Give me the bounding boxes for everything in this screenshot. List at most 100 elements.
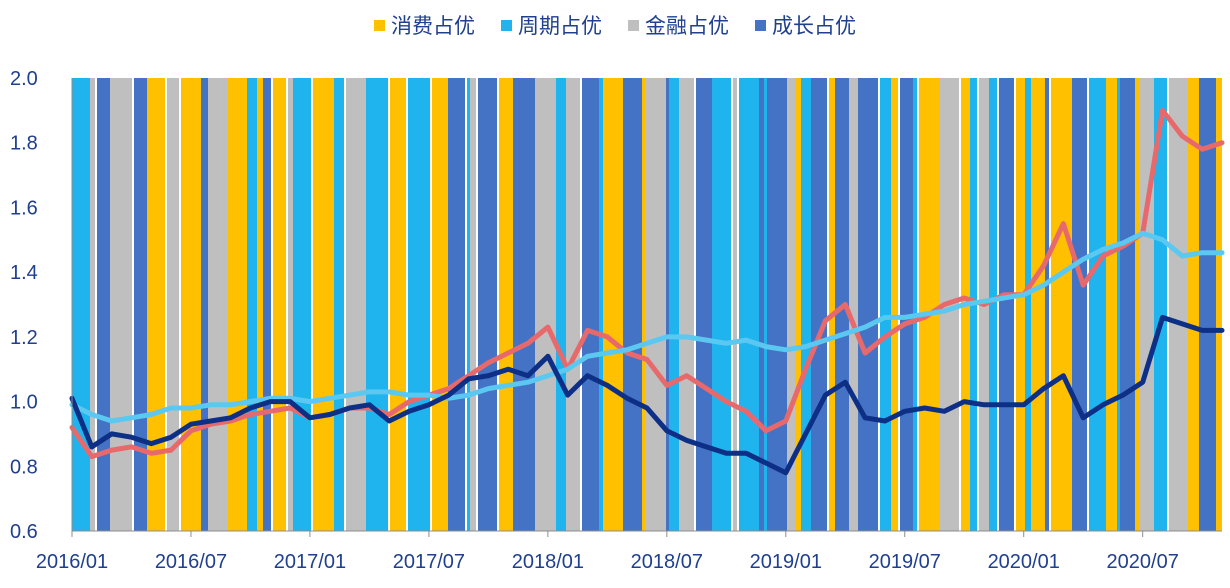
regime-band xyxy=(1199,78,1216,531)
band-gap xyxy=(476,78,478,531)
regime-band xyxy=(181,78,201,531)
legend-swatch xyxy=(628,19,639,31)
legend-swatch xyxy=(374,19,385,31)
regime-band xyxy=(247,78,257,531)
band-gap xyxy=(917,78,919,531)
regime-band xyxy=(1188,78,1199,531)
regime-band xyxy=(787,78,795,531)
y-tick-label: 0.6 xyxy=(10,521,38,543)
legend-item-growth: 成长占优 xyxy=(755,10,856,40)
x-tick-label: 2017/07 xyxy=(393,551,465,573)
regime-band xyxy=(1139,78,1154,531)
axes xyxy=(71,78,1222,537)
regime-band xyxy=(334,78,344,531)
legend-label: 成长占优 xyxy=(772,14,856,38)
regime-band xyxy=(208,78,228,531)
regime-band xyxy=(1117,78,1120,531)
regime-band xyxy=(134,78,147,531)
legend-item-cyclical: 周期占优 xyxy=(501,10,602,40)
regime-band xyxy=(288,78,293,531)
band-gap xyxy=(132,78,134,531)
band-gap xyxy=(898,78,900,531)
regime-band xyxy=(1221,78,1222,531)
regime-band xyxy=(432,78,448,531)
band-gap xyxy=(694,78,696,531)
regime-band xyxy=(366,78,388,531)
regime-band xyxy=(535,78,556,531)
regime-band xyxy=(147,78,165,531)
regime-band xyxy=(849,78,858,531)
y-tick-label: 1.8 xyxy=(10,133,38,155)
regime-band xyxy=(582,78,599,531)
regime-band xyxy=(228,78,247,531)
x-tick-label: 2019/01 xyxy=(750,551,822,573)
regime-band xyxy=(1169,78,1188,531)
band-gap xyxy=(1167,78,1169,531)
regime-band xyxy=(801,78,811,531)
band-gap xyxy=(344,78,346,531)
regime-band xyxy=(513,78,535,531)
regime-band xyxy=(1051,78,1072,531)
regime-band xyxy=(645,78,666,531)
regime-band xyxy=(97,78,110,531)
y-tick-label: 1.6 xyxy=(10,197,38,219)
regime-band xyxy=(467,78,470,531)
y-tick-labels: 0.6 0.8 1.0 1.2 1.4 1.6 1.8 2.0 xyxy=(10,68,38,543)
regime-band xyxy=(263,78,271,531)
regime-band xyxy=(273,78,286,531)
band-gap xyxy=(406,78,408,531)
regime-band xyxy=(764,78,767,531)
x-tick-label: 2016/07 xyxy=(155,551,227,573)
regime-band xyxy=(293,78,311,531)
x-tick-label: 2017/01 xyxy=(274,551,346,573)
band-gap xyxy=(179,78,181,531)
legend-label: 金融占优 xyxy=(645,14,729,38)
regime-band xyxy=(110,78,132,531)
regime-band xyxy=(470,78,476,531)
series-lines xyxy=(69,107,1225,476)
band-gap xyxy=(1014,78,1016,531)
series-line-2 xyxy=(69,314,1225,476)
band-gap xyxy=(95,78,97,531)
legend: 消费占优 周期占优 金融占优 成长占优 xyxy=(0,10,1230,40)
regime-band xyxy=(1016,78,1025,531)
series-line-0 xyxy=(69,107,1225,460)
regime-band xyxy=(478,78,497,531)
regime-band xyxy=(1154,78,1167,531)
legend-swatch xyxy=(755,19,766,31)
regime-band xyxy=(999,78,1014,531)
regime-band xyxy=(795,78,801,531)
x-tick-label: 2020/01 xyxy=(988,551,1060,573)
regime-band xyxy=(603,78,623,531)
regime-band xyxy=(919,78,940,531)
regime-bands xyxy=(72,78,1222,531)
regime-band xyxy=(448,78,465,531)
regime-band xyxy=(201,78,208,531)
legend-label: 消费占优 xyxy=(391,14,475,38)
regime-band xyxy=(623,78,642,531)
regime-band xyxy=(72,78,90,531)
band-gap xyxy=(827,78,829,531)
y-tick-label: 1.4 xyxy=(10,262,38,284)
band-gap xyxy=(165,78,167,531)
regime-band xyxy=(346,78,366,531)
y-tick-label: 1.0 xyxy=(10,392,38,414)
legend-label: 周期占优 xyxy=(518,14,602,38)
band-gap xyxy=(311,78,313,531)
band-gap xyxy=(497,78,499,531)
y-tick-label: 2.0 xyxy=(10,68,38,90)
y-tick-label: 0.8 xyxy=(10,456,38,478)
regime-band xyxy=(167,78,179,531)
regime-band xyxy=(599,78,603,531)
regime-band xyxy=(696,78,712,531)
band-gap xyxy=(465,78,467,531)
band-gap xyxy=(388,78,390,531)
regime-band xyxy=(566,78,580,531)
regime-band xyxy=(1120,78,1135,531)
regime-band xyxy=(556,78,566,531)
band-gap xyxy=(286,78,288,531)
regime-band xyxy=(811,78,827,531)
regime-band xyxy=(257,78,263,531)
regime-band xyxy=(1089,78,1106,531)
regime-band xyxy=(642,78,645,531)
